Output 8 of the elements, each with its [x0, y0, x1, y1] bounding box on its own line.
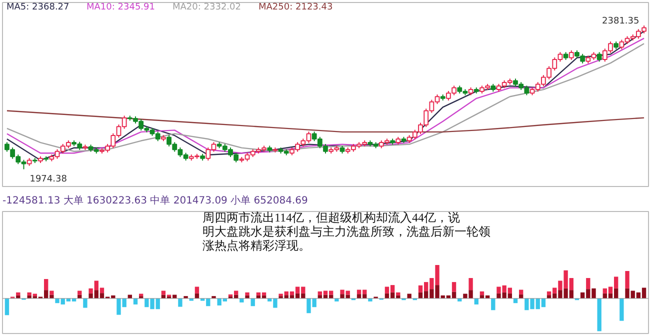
chart-subtitle: -124581.13 大单 1630223.63 中单 201473.09 小单 652084.69	[2, 194, 308, 206]
text: MA10: 2345.91	[86, 2, 155, 12]
text: 周四两市流出114亿，但超级机构却流入44亿，说明大盘跳水是获利盘与主力洗盘所致，洗盘后新一轮领涨热点将精彩浮现。	[202, 210, 490, 252]
text: 1974.38	[30, 174, 68, 184]
text: MA20: 2332.02	[172, 2, 241, 12]
annotation: 2381.35	[602, 16, 640, 26]
text: MA5: 2368.27	[6, 2, 70, 12]
text: MA250: 2123.43	[258, 2, 333, 12]
